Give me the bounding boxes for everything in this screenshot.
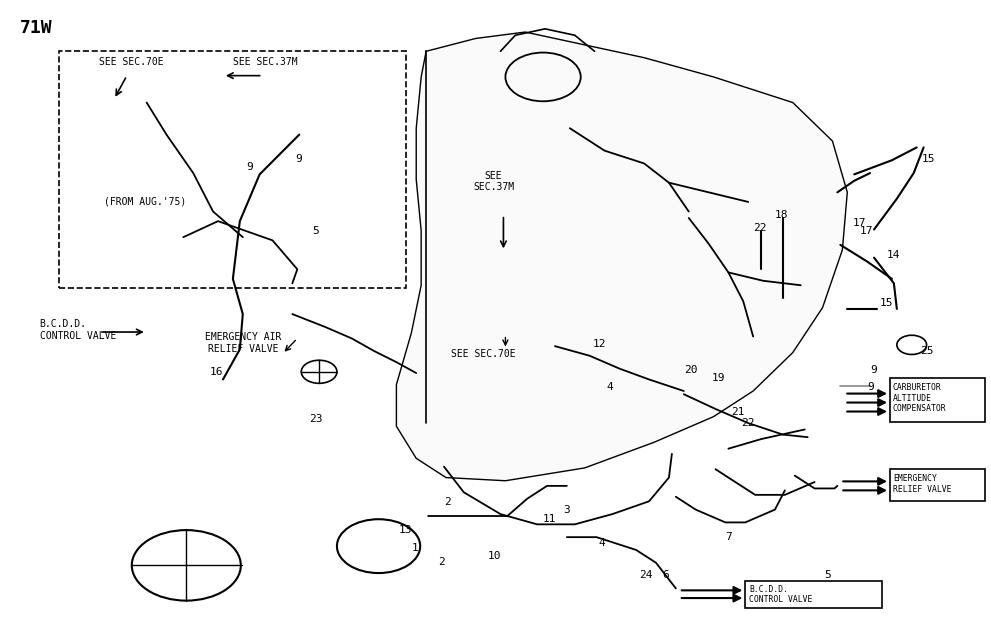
Text: 5: 5 (825, 570, 831, 580)
Text: 6: 6 (662, 570, 669, 580)
Text: 9: 9 (867, 382, 874, 392)
Text: 22: 22 (753, 223, 767, 233)
Text: SEE SEC.70E: SEE SEC.70E (99, 57, 164, 67)
Text: SEE SEC.70E: SEE SEC.70E (451, 349, 515, 359)
Text: 2: 2 (444, 497, 451, 507)
Text: 5: 5 (312, 226, 319, 236)
Text: 9: 9 (295, 154, 302, 163)
Text: 25: 25 (920, 346, 934, 356)
Text: 23: 23 (309, 414, 323, 424)
Text: 17: 17 (860, 226, 874, 236)
Text: 10: 10 (488, 551, 501, 561)
Text: 9: 9 (246, 162, 253, 172)
Text: 15: 15 (922, 154, 936, 163)
Bar (745, 581, 882, 608)
Polygon shape (396, 32, 847, 481)
Text: 18: 18 (775, 210, 789, 220)
Text: SEE SEC.37M: SEE SEC.37M (233, 57, 297, 67)
Text: 3: 3 (563, 505, 570, 515)
Text: B.C.D.D.
CONTROL VALVE: B.C.D.D. CONTROL VALVE (749, 585, 813, 604)
Bar (59, 51, 406, 288)
Bar (890, 469, 985, 501)
Text: 17: 17 (852, 218, 866, 228)
Text: 15: 15 (880, 299, 894, 308)
Text: 13: 13 (398, 526, 412, 535)
Bar (890, 378, 985, 422)
Text: 19: 19 (712, 374, 725, 383)
Text: 14: 14 (887, 250, 901, 260)
Text: 9: 9 (870, 365, 877, 375)
Text: 4: 4 (599, 538, 606, 548)
Text: 71W: 71W (20, 19, 53, 37)
Text: 12: 12 (593, 340, 606, 349)
Text: 22: 22 (741, 419, 755, 428)
Text: B.C.D.D.
CONTROL VALVE: B.C.D.D. CONTROL VALVE (40, 319, 116, 341)
Text: 1: 1 (411, 544, 418, 553)
Text: 21: 21 (731, 408, 745, 417)
Text: 24: 24 (639, 570, 653, 580)
Text: (FROM AUG.'75): (FROM AUG.'75) (104, 196, 186, 206)
Text: 4: 4 (606, 382, 613, 392)
Text: 16: 16 (210, 367, 224, 377)
Text: EMERGENCY
RELIEF VALVE: EMERGENCY RELIEF VALVE (893, 474, 951, 494)
Text: CARBURETOR
ALTITUDE
COMPENSATOR: CARBURETOR ALTITUDE COMPENSATOR (893, 383, 946, 413)
Text: 20: 20 (684, 365, 698, 375)
Text: 7: 7 (725, 532, 732, 542)
Text: EMERGENCY AIR
RELIEF VALVE: EMERGENCY AIR RELIEF VALVE (204, 332, 281, 354)
Text: 2: 2 (438, 558, 445, 567)
Text: 11: 11 (543, 515, 557, 524)
Text: SEE
SEC.37M: SEE SEC.37M (473, 171, 514, 192)
